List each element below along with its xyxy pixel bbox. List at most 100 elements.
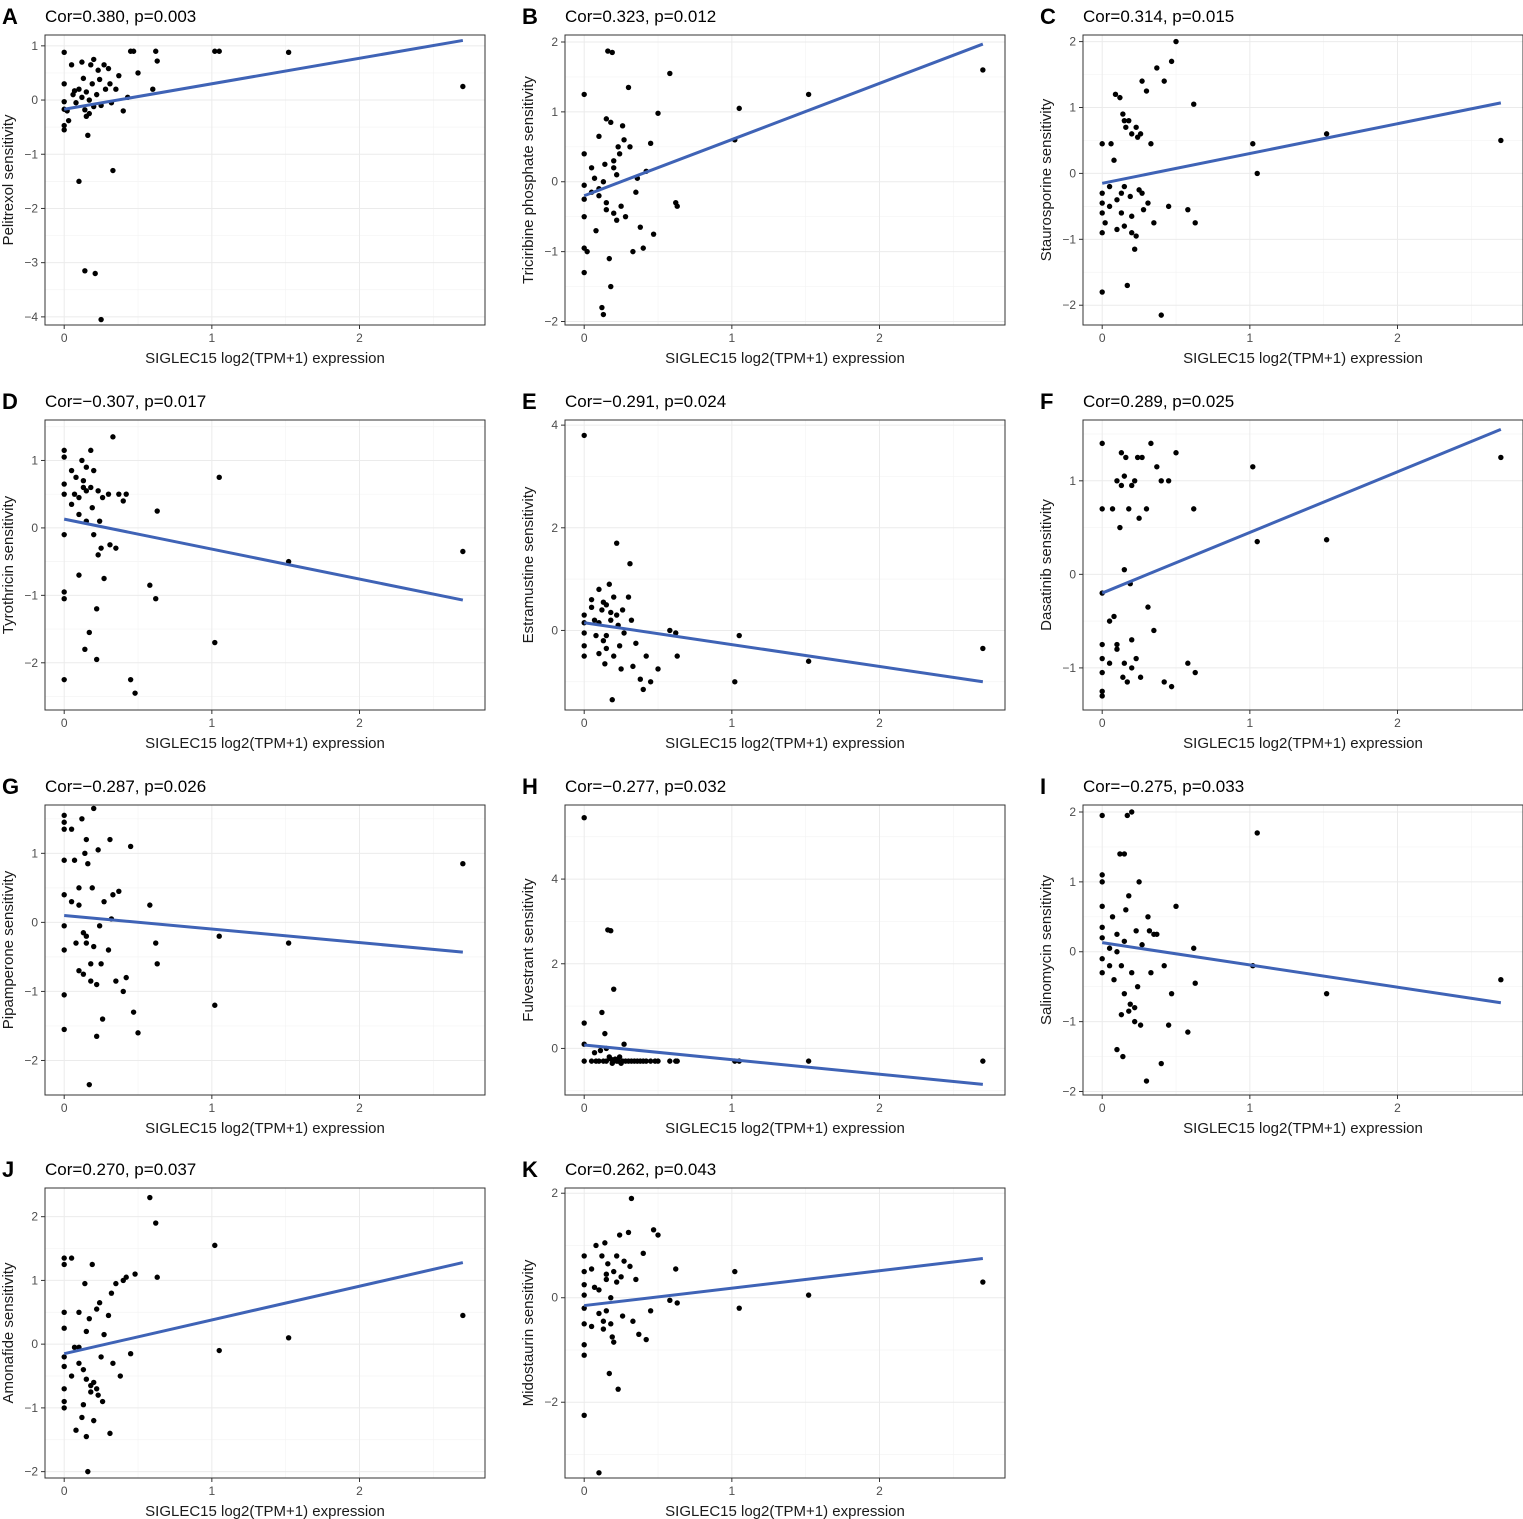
x-tick-label: 1 (209, 716, 216, 730)
x-tick-label: 2 (356, 716, 363, 730)
data-points (581, 815, 986, 1086)
data-point (83, 1433, 90, 1440)
data-point (73, 1427, 79, 1433)
data-point (640, 1250, 646, 1257)
y-tick-label: 0 (1069, 945, 1076, 959)
y-tick-label: 1 (1069, 474, 1076, 488)
data-point (1137, 131, 1144, 137)
panel-letter: B (522, 4, 538, 29)
y-tick-label: 2 (551, 521, 558, 535)
data-point (1250, 464, 1256, 470)
data-point (611, 594, 617, 600)
data-point (1109, 914, 1116, 920)
data-point (647, 140, 654, 147)
data-point (73, 940, 79, 946)
data-point (93, 1386, 100, 1392)
data-point (608, 617, 614, 623)
data-point (116, 491, 122, 497)
data-point (135, 1030, 141, 1036)
data-point (613, 612, 620, 618)
data-point (1099, 641, 1105, 648)
data-points (581, 432, 986, 703)
data-point (127, 843, 134, 850)
data-point (76, 511, 82, 518)
data-point (86, 629, 92, 636)
data-point (630, 1318, 636, 1324)
panel-title: Cor=0.323, p=0.012 (565, 7, 716, 26)
data-points (1099, 38, 1504, 318)
data-point (1127, 193, 1133, 200)
data-point (154, 58, 160, 64)
data-point (93, 606, 100, 612)
y-tick-label: −1 (1062, 1015, 1076, 1029)
data-point (588, 1323, 595, 1330)
panel-g: 0 1 2 −2 −1 0 1 G Cor=−0.287, p=0.026 SIGLEC15 lo… (0, 774, 486, 1137)
data-point (1126, 506, 1132, 512)
y-axis-label: Tyrothricin sensitivity (0, 495, 17, 634)
plot-frame (564, 34, 1006, 326)
data-point (599, 1009, 605, 1016)
x-tick-label: 1 (209, 1101, 216, 1115)
data-point (603, 632, 610, 639)
data-point (61, 122, 67, 129)
y-tick-label: 2 (1069, 35, 1076, 49)
panel-letter: A (2, 4, 18, 29)
data-point (99, 1398, 106, 1405)
data-point (591, 175, 598, 181)
plot-frame (564, 804, 1006, 1096)
data-point (611, 986, 617, 992)
y-tick-label: 2 (1069, 805, 1076, 819)
data-point (1118, 963, 1125, 969)
data-point (1498, 137, 1504, 144)
x-tick-label: 1 (729, 331, 736, 345)
regression-line (63, 517, 464, 602)
regression-line (584, 1257, 984, 1308)
data-point (621, 1041, 627, 1047)
data-point (674, 1058, 680, 1064)
data-point (1129, 970, 1135, 976)
data-point (805, 658, 812, 664)
data-point (113, 978, 119, 984)
data-point (117, 1373, 124, 1379)
data-point (667, 1297, 673, 1304)
data-point (615, 144, 621, 150)
data-point (630, 248, 636, 255)
data-point (150, 86, 156, 92)
data-point (1191, 945, 1197, 951)
y-tick-label: 1 (1069, 875, 1076, 889)
data-point (1143, 88, 1150, 94)
y-tick-label: 0 (1069, 567, 1076, 581)
data-point (1165, 478, 1172, 484)
y-tick-label: −1 (1062, 232, 1076, 246)
x-tick-label: 0 (1099, 1101, 1106, 1115)
x-tick-label: 0 (1099, 716, 1106, 730)
data-point (1131, 246, 1138, 252)
data-point (1118, 482, 1125, 489)
data-point (640, 686, 646, 693)
data-point (1158, 312, 1164, 318)
data-point (1154, 464, 1160, 470)
data-point (154, 508, 160, 514)
data-point (628, 1195, 635, 1202)
data-point (596, 193, 602, 199)
data-point (65, 117, 72, 124)
data-point (581, 1268, 587, 1275)
data-point (76, 86, 82, 92)
y-axis-label: Pelitrexol sensitivity (0, 114, 17, 245)
data-point (96, 518, 103, 524)
y-tick-label: −1 (24, 984, 38, 998)
data-point (76, 968, 82, 974)
data-point (101, 1331, 107, 1338)
x-axis-label: SIGLEC15 log2(TPM+1) expression (1183, 350, 1423, 367)
data-point (1126, 893, 1132, 899)
data-point (732, 679, 738, 685)
data-point (76, 1309, 82, 1315)
data-point (101, 62, 107, 68)
data-point (1323, 990, 1330, 997)
data-point (68, 62, 75, 68)
data-point (1136, 515, 1142, 521)
x-tick-label: 2 (1394, 1101, 1401, 1115)
data-point (1173, 450, 1179, 456)
data-point (1151, 220, 1157, 226)
